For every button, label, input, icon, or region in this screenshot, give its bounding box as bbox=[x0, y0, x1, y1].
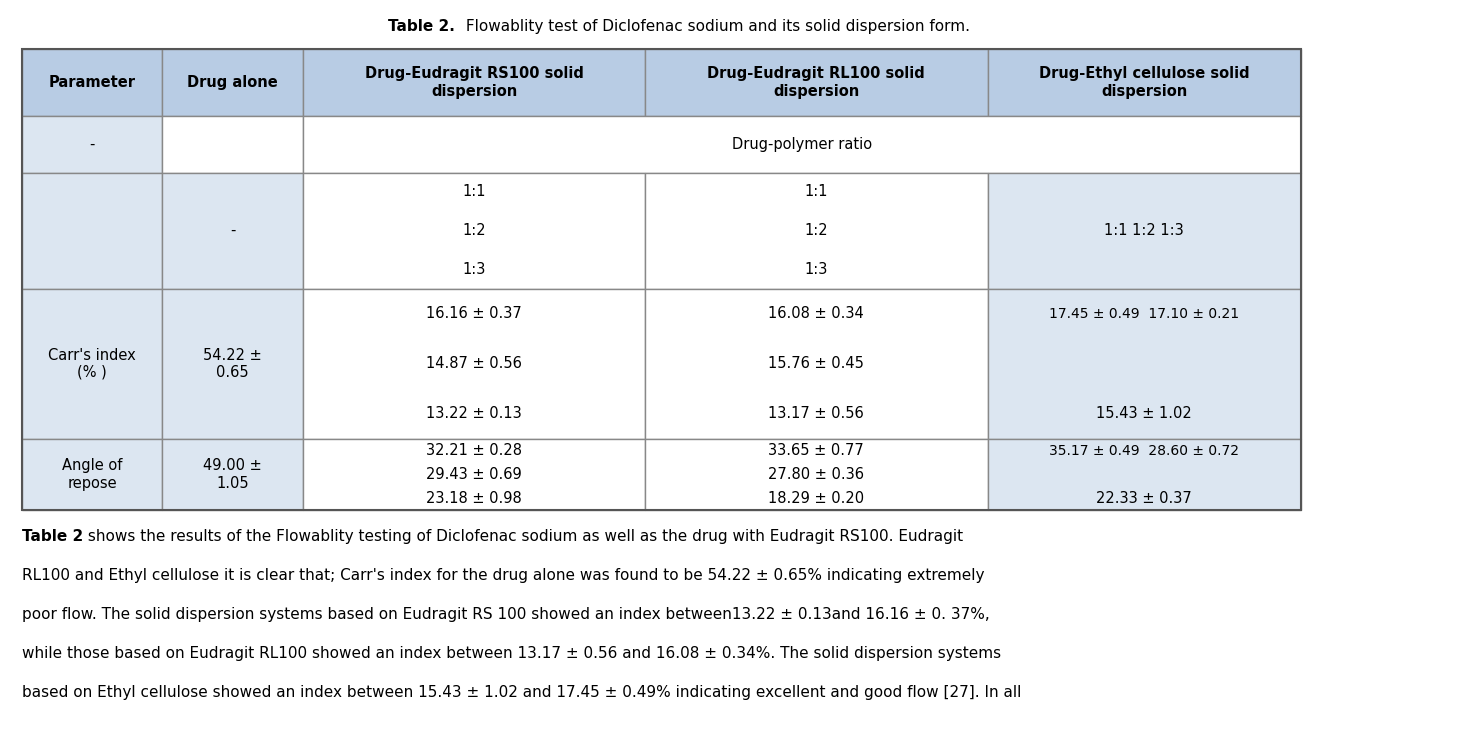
Text: 18.29 ± 0.20: 18.29 ± 0.20 bbox=[768, 490, 865, 506]
Bar bbox=[303, 49, 645, 116]
Text: 13.22 ± 0.13: 13.22 ± 0.13 bbox=[426, 406, 522, 422]
Bar bbox=[303, 289, 645, 439]
Text: 1:3: 1:3 bbox=[805, 262, 828, 277]
Text: shows the results of the Flowablity testing of Diclofenac sodium as well as the : shows the results of the Flowablity test… bbox=[83, 529, 963, 544]
Text: Table 2: Table 2 bbox=[22, 529, 83, 544]
Text: 35.17 ± 0.49  28.60 ± 0.72: 35.17 ± 0.49 28.60 ± 0.72 bbox=[1049, 444, 1239, 458]
Text: Angle of
repose: Angle of repose bbox=[61, 458, 123, 490]
Text: 1:1: 1:1 bbox=[805, 184, 828, 200]
Text: while those based on Eudragit RL100 showed an index between 13.17 ± 0.56 and 16.: while those based on Eudragit RL100 show… bbox=[22, 646, 1001, 661]
Bar bbox=[645, 289, 988, 439]
Text: RL100 and Ethyl cellulose it is clear that; Carr's index for the drug alone was : RL100 and Ethyl cellulose it is clear th… bbox=[22, 568, 985, 583]
Bar bbox=[645, 49, 988, 116]
Text: Drug alone: Drug alone bbox=[187, 75, 278, 90]
Text: 49.00 ±
1.05: 49.00 ± 1.05 bbox=[203, 458, 262, 490]
Bar bbox=[988, 289, 1301, 439]
Bar bbox=[303, 439, 645, 510]
Text: 1:2: 1:2 bbox=[805, 224, 828, 238]
Text: 15.76 ± 0.45: 15.76 ± 0.45 bbox=[768, 356, 865, 371]
Text: 16.08 ± 0.34: 16.08 ± 0.34 bbox=[768, 306, 865, 321]
Text: 27.80 ± 0.36: 27.80 ± 0.36 bbox=[768, 466, 865, 482]
Text: 22.33 ± 0.37: 22.33 ± 0.37 bbox=[1096, 490, 1192, 506]
Bar bbox=[988, 172, 1301, 289]
Bar bbox=[162, 289, 303, 439]
Text: 15.43 ± 1.02: 15.43 ± 1.02 bbox=[1096, 406, 1192, 422]
Text: 32.21 ± 0.28: 32.21 ± 0.28 bbox=[426, 443, 522, 458]
Bar bbox=[162, 116, 303, 172]
Text: -: - bbox=[230, 224, 236, 238]
Text: 1:3: 1:3 bbox=[462, 262, 486, 277]
Text: Drug-Ethyl cellulose solid
dispersion: Drug-Ethyl cellulose solid dispersion bbox=[1039, 66, 1249, 99]
Bar bbox=[645, 439, 988, 510]
Text: 14.87 ± 0.56: 14.87 ± 0.56 bbox=[426, 356, 522, 371]
Bar bbox=[162, 49, 303, 116]
Text: Table 2. Flowablity test of Diclofenac sodium and its solid dispersion form.: Table 2. Flowablity test of Diclofenac s… bbox=[448, 19, 1015, 34]
Bar bbox=[162, 172, 303, 289]
Text: 17.45 ± 0.49  17.10 ± 0.21: 17.45 ± 0.49 17.10 ± 0.21 bbox=[1049, 307, 1239, 321]
Text: Carr's index
(% ): Carr's index (% ) bbox=[48, 347, 136, 380]
Text: poor flow. The solid dispersion systems based on Eudragit RS 100 showed an index: poor flow. The solid dispersion systems … bbox=[22, 607, 989, 622]
Text: -: - bbox=[89, 136, 95, 152]
Bar bbox=[22, 172, 162, 289]
Text: 54.22 ±
0.65: 54.22 ± 0.65 bbox=[203, 347, 262, 380]
Bar bbox=[22, 49, 1301, 510]
Text: Drug-Eudragit RS100 solid
dispersion: Drug-Eudragit RS100 solid dispersion bbox=[364, 66, 584, 99]
Bar bbox=[645, 172, 988, 289]
Text: 23.18 ± 0.98: 23.18 ± 0.98 bbox=[426, 490, 522, 506]
Bar bbox=[162, 439, 303, 510]
Text: 29.43 ± 0.69: 29.43 ± 0.69 bbox=[426, 466, 522, 482]
Text: based on Ethyl cellulose showed an index between 15.43 ± 1.02 and 17.45 ± 0.49% : based on Ethyl cellulose showed an index… bbox=[22, 685, 1021, 700]
Text: Drug-polymer ratio: Drug-polymer ratio bbox=[732, 136, 872, 152]
Text: Drug-Eudragit RL100 solid
dispersion: Drug-Eudragit RL100 solid dispersion bbox=[708, 66, 925, 99]
Text: Flowablity test of Diclofenac sodium and its solid dispersion form.: Flowablity test of Diclofenac sodium and… bbox=[461, 19, 970, 34]
Text: 33.65 ± 0.77: 33.65 ± 0.77 bbox=[768, 443, 865, 458]
Bar bbox=[22, 439, 162, 510]
Text: 13.17 ± 0.56: 13.17 ± 0.56 bbox=[768, 406, 865, 422]
Text: 1:1: 1:1 bbox=[462, 184, 486, 200]
Text: 1:2: 1:2 bbox=[462, 224, 486, 238]
Bar bbox=[22, 49, 162, 116]
Text: 16.16 ± 0.37: 16.16 ± 0.37 bbox=[426, 306, 522, 321]
Bar bbox=[988, 49, 1301, 116]
Bar bbox=[988, 439, 1301, 510]
Text: Table 2.: Table 2. bbox=[389, 19, 455, 34]
Bar bbox=[303, 172, 645, 289]
Bar bbox=[303, 116, 1301, 172]
Text: 1:1 1:2 1:3: 1:1 1:2 1:3 bbox=[1105, 224, 1184, 238]
Text: Parameter: Parameter bbox=[48, 75, 136, 90]
Bar bbox=[22, 289, 162, 439]
Bar bbox=[22, 116, 162, 172]
